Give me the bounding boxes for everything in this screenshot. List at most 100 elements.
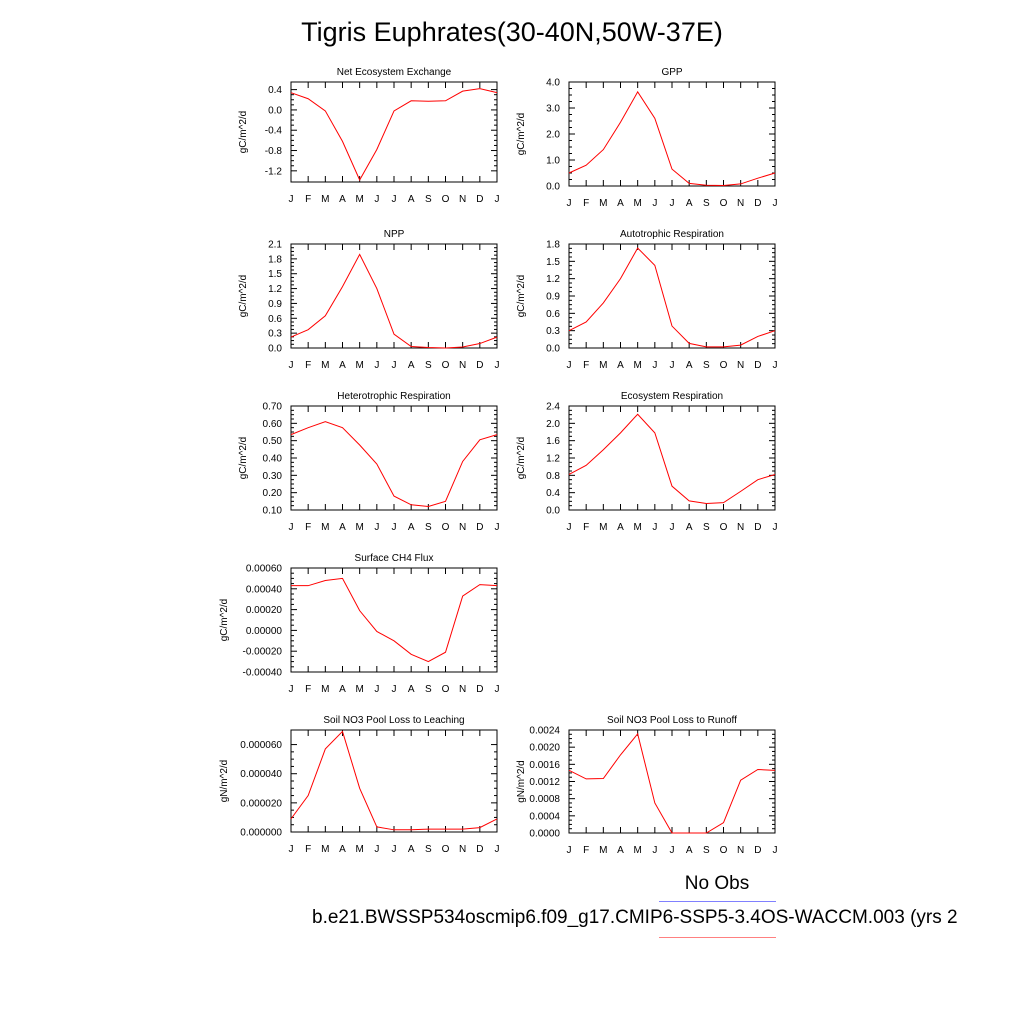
- panel-3-ytick-label-3: 0.9: [546, 292, 560, 303]
- panel-8-xtick-label-12: J: [773, 845, 778, 856]
- panel-0-xtick-label-12: J: [495, 194, 500, 205]
- panel-7-xtick-label-6: J: [392, 844, 397, 855]
- panel-6-ytick-label-0: -0.00040: [243, 668, 283, 679]
- panel-4-xtick-label-2: M: [321, 522, 329, 533]
- panel-1-ytick-label-1: 1.0: [546, 156, 560, 167]
- panel-6-frame: [290, 567, 498, 673]
- panel-1-xtick-label-6: J: [670, 198, 675, 209]
- panel-5-title: Ecosystem Respiration: [621, 391, 723, 402]
- panel-6-xtick-label-11: D: [476, 684, 483, 695]
- panel-5-xtick-label-11: D: [754, 522, 761, 533]
- panel-1-ylabel: gC/m^2/d: [516, 113, 527, 156]
- panel-4-xtick-label-10: N: [459, 522, 466, 533]
- panel-2-xtick-label-0: J: [289, 360, 294, 371]
- panel-4-xtick-label-6: J: [392, 522, 397, 533]
- panel-5-xtick-label-9: O: [720, 522, 728, 533]
- panel-4-ytick-label-5: 0.60: [263, 419, 283, 430]
- panel-7-xtick-label-4: M: [355, 844, 363, 855]
- panel-0-series-line: [290, 88, 498, 182]
- panel-7-ylabel: gN/m^2/d: [219, 760, 230, 803]
- panel-6-series-line: [291, 577, 498, 663]
- panel-6-xtick-label-6: J: [392, 684, 397, 695]
- panel-7-frame: [290, 729, 498, 833]
- panel-7-ytick-label-0: 0.000000: [240, 828, 282, 839]
- panel-4-ytick-label-3: 0.40: [263, 454, 283, 465]
- panel-2-ytick-label-5: 1.5: [268, 269, 282, 280]
- panel-3-ylabel: gC/m^2/d: [516, 275, 527, 318]
- panel-2-xtick-label-3: A: [339, 360, 346, 371]
- panel-2-ytick-label-4: 1.2: [268, 284, 282, 295]
- panel-3-ytick-label-1: 0.3: [546, 326, 560, 337]
- legend-line-red: [659, 937, 776, 938]
- panel-1-xtick-label-9: O: [720, 198, 728, 209]
- panel-2-xtick-label-6: J: [392, 360, 397, 371]
- panel-5-ytick-label-6: 2.4: [546, 402, 560, 413]
- panel-2-xtick-label-4: M: [355, 360, 363, 371]
- panel-4-xtick-label-8: S: [425, 522, 432, 533]
- legend-line-blue: [659, 901, 776, 902]
- panel-2-series-line: [290, 253, 498, 349]
- panel-7-xtick-label-0: J: [289, 844, 294, 855]
- panel-8-ytick-label-3: 0.0012: [529, 777, 560, 788]
- panel-7-xtick-label-9: O: [442, 844, 450, 855]
- panel-1-xtick-label-12: J: [773, 198, 778, 209]
- panel-2-xtick-label-9: O: [442, 360, 450, 371]
- panel-3-ytick-label-2: 0.6: [546, 309, 560, 320]
- panel-1-title: GPP: [661, 67, 682, 78]
- panel-8-ytick-label-2: 0.0008: [529, 794, 560, 805]
- panel-0-xtick-label-0: J: [289, 194, 294, 205]
- panel-8-ytick-label-6: 0.0024: [529, 726, 560, 737]
- panel-3-xtick-label-8: S: [703, 360, 710, 371]
- panel-3-xtick-label-10: N: [737, 360, 744, 371]
- panel-7-xtick-label-3: A: [339, 844, 346, 855]
- panel-0-xtick-label-1: F: [305, 194, 311, 205]
- panel-2-ytick-label-0: 0.0: [268, 344, 282, 355]
- panel-1-ytick-label-4: 4.0: [546, 78, 560, 89]
- panel-6-title: Surface CH4 Flux: [355, 553, 434, 564]
- panel-0-xtick-label-10: N: [459, 194, 466, 205]
- panel-0-ytick-label-2: -0.4: [265, 126, 283, 137]
- panel-8-xtick-label-6: J: [670, 845, 675, 856]
- panel-0-xtick-label-3: A: [339, 194, 346, 205]
- panel-1-frame: [568, 81, 776, 187]
- panel-3-ytick-label-6: 1.8: [546, 240, 560, 251]
- legend-label: No Obs: [684, 873, 750, 894]
- panel-3-xtick-label-11: D: [754, 360, 761, 371]
- panel-7-xtick-label-10: N: [459, 844, 466, 855]
- panel-8-xtick-label-3: A: [617, 845, 624, 856]
- panel-2-ytick-label-7: 2.1: [268, 240, 282, 251]
- panel-8-xtick-label-7: A: [686, 845, 693, 856]
- panel-1-xtick-label-2: M: [599, 198, 607, 209]
- panel-2-ylabel: gC/m^2/d: [238, 275, 249, 318]
- panel-6-xtick-label-9: O: [442, 684, 450, 695]
- panel-8-xtick-label-1: F: [583, 845, 589, 856]
- panel-0-xtick-label-2: M: [321, 194, 329, 205]
- panel-2-xtick-label-12: J: [495, 360, 500, 371]
- panel-5-xtick-label-1: F: [583, 522, 589, 533]
- panel-4-xtick-label-12: J: [495, 522, 500, 533]
- panel-6-ytick-label-5: 0.00060: [246, 564, 283, 575]
- panel-1-ytick-label-0: 0.0: [546, 182, 560, 193]
- panel-7-xtick-label-1: F: [305, 844, 311, 855]
- panel-3-xtick-label-2: M: [599, 360, 607, 371]
- panel-5-xtick-label-4: M: [633, 522, 641, 533]
- panel-1-series-line: [568, 90, 776, 186]
- panel-6-xtick-label-4: M: [355, 684, 363, 695]
- panel-7-ytick-label-3: 0.000060: [240, 740, 282, 751]
- panel-6-ylabel: gC/m^2/d: [219, 599, 230, 642]
- panel-6-xtick-label-3: A: [339, 684, 346, 695]
- panel-0-ytick-label-3: 0.0: [268, 105, 282, 116]
- panel-4-title: Heterotrophic Respiration: [337, 391, 450, 402]
- panel-6-xtick-label-1: F: [305, 684, 311, 695]
- panel-0-xtick-label-9: O: [442, 194, 450, 205]
- panel-3-xtick-label-5: J: [652, 360, 657, 371]
- panel-4-xtick-label-1: F: [305, 522, 311, 533]
- panel-5-xtick-label-3: A: [617, 522, 624, 533]
- panel-4-ytick-label-4: 0.50: [263, 436, 283, 447]
- panel-8-ytick-label-0: 0.0000: [529, 829, 560, 840]
- panel-5-xtick-label-12: J: [773, 522, 778, 533]
- panel-3-xtick-label-12: J: [773, 360, 778, 371]
- panel-7-ytick-label-2: 0.000040: [240, 769, 282, 780]
- panel-8-xtick-label-10: N: [737, 845, 744, 856]
- panel-3-title: Autotrophic Respiration: [620, 229, 724, 240]
